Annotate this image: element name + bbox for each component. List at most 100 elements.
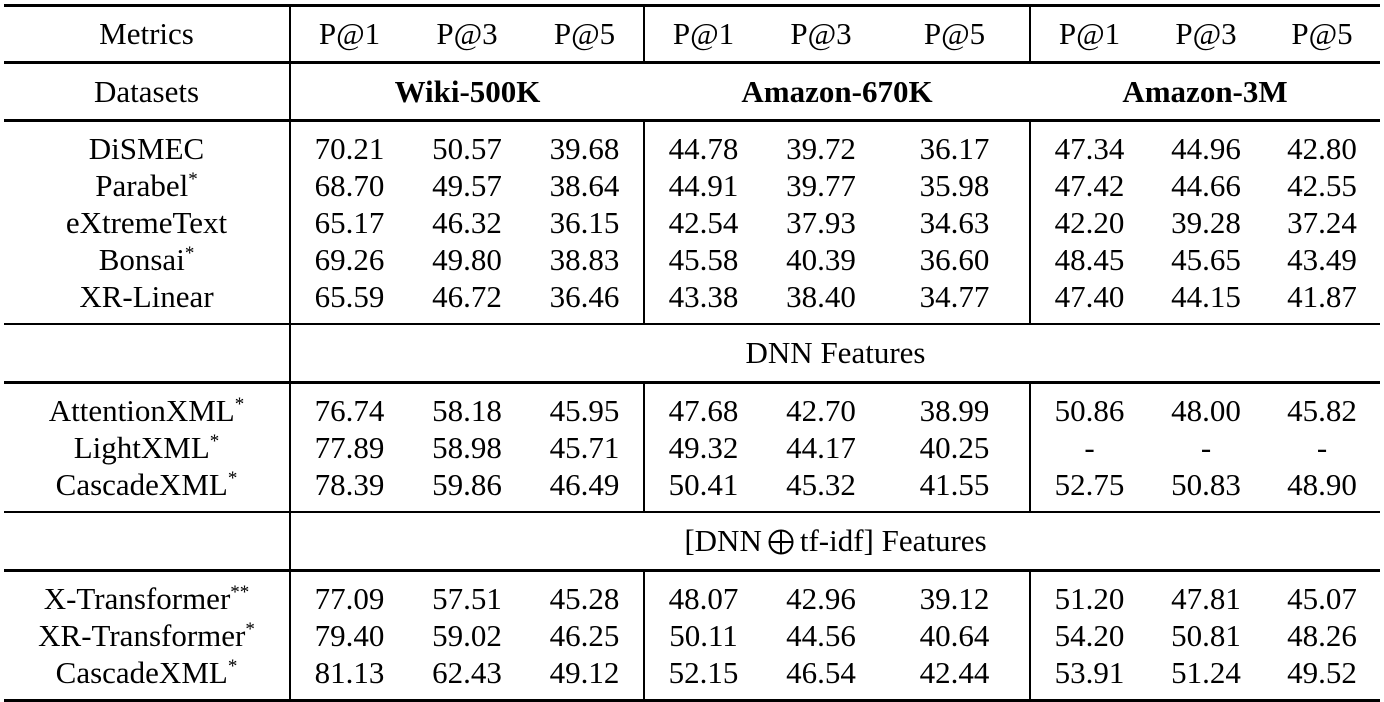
results-table-body: Metrics P@1 P@3 P@5 P@1 P@3 P@5 P@1 P@3 …	[4, 4, 1380, 702]
results-table: Metrics P@1 P@3 P@5 P@1 P@3 P@5 P@1 P@3 …	[4, 4, 1380, 702]
metric-value-cell: 44.66	[1171, 167, 1241, 203]
metric-value-cell: 50.41	[643, 466, 762, 512]
metric-value-cell: 48.00	[1148, 381, 1264, 429]
metric-value-cell: 42.55	[1287, 167, 1357, 203]
metric-value-cell: 59.02	[432, 617, 502, 653]
metric-value-cell: 35.98	[919, 167, 990, 203]
table-row: DiSMEC 70.21 50.57 39.68 44.78 39.72 36.17 47.3…	[4, 119, 1380, 167]
metric-value-cell: 58.18	[408, 381, 526, 429]
method-label: Bonsai	[98, 241, 185, 277]
method-name: Bonsai*	[4, 241, 290, 278]
metric-value-cell: 38.40	[786, 278, 856, 314]
metrics-header-row: Metrics P@1 P@3 P@5 P@1 P@3 P@5 P@1 P@3 …	[4, 4, 1380, 63]
method-label: XR-Transformer	[38, 617, 246, 653]
table-row: AttentionXML* 76.74 58.18 45.95 47.68 42.70 38…	[4, 381, 1380, 429]
dataset-header-wiki: Wiki-500K	[289, 61, 644, 121]
method-mark: **	[230, 581, 250, 603]
method-mark: *	[245, 618, 255, 640]
metric-value-cell: 38.64	[549, 167, 620, 203]
metric-value-cell: 45.07	[1264, 569, 1380, 617]
metric-value-cell: 69.26	[289, 241, 408, 278]
metric-value-cell: 36.15	[549, 204, 620, 240]
datasets-label: Datasets	[4, 61, 290, 121]
metric-value-cell: 36.46	[549, 278, 620, 314]
method-name: XR-Linear	[4, 278, 290, 324]
metric-value-cell: 48.90	[1287, 466, 1357, 502]
metric-value-cell: 36.17	[880, 119, 1030, 167]
metric-value-cell: 44.96	[1148, 119, 1264, 167]
metric-value-cell: 49.57	[432, 167, 502, 203]
metric-value-cell: 59.86	[432, 466, 502, 502]
metric-value-cell: 40.64	[919, 617, 990, 653]
metric-value-cell: 34.63	[919, 204, 990, 240]
section-label-row: [DNN tf-idf] Features	[4, 511, 1380, 571]
metric-value-cell: 45.58	[643, 241, 762, 278]
table-row: Bonsai* 69.26 49.80 38.83 45.58 40.39 36.60 48.…	[4, 241, 1380, 278]
method-name: AttentionXML*	[4, 381, 290, 429]
metric-value-cell: 44.56	[786, 617, 856, 653]
table-row: XR-Transformer* 79.40 59.02 46.25 50.11 44.56…	[4, 617, 1380, 654]
metric-value-cell: 45.82	[1264, 381, 1380, 429]
metric-col-header: P@1	[289, 4, 408, 63]
metric-value-cell: 46.32	[432, 204, 502, 240]
metric-value-cell: 62.43	[408, 654, 526, 702]
table-row: X-Transformer** 77.09 57.51 45.28 48.07 42.96…	[4, 569, 1380, 617]
metric-col-header: P@1	[1029, 4, 1148, 63]
metric-col-header: P@5	[1264, 4, 1380, 63]
metric-value-cell: 50.81	[1171, 617, 1241, 653]
method-label: Parabel	[95, 167, 189, 203]
metric-value-cell: 46.25	[549, 617, 620, 653]
metrics-label: Metrics	[4, 4, 290, 63]
method-name: eXtremeText	[4, 204, 290, 241]
metric-value-cell: 42.70	[762, 381, 880, 429]
metric-value-cell: 44.15	[1171, 278, 1241, 314]
metric-value-cell: 51.24	[1148, 654, 1264, 702]
method-name: CascadeXML*	[4, 466, 290, 512]
metric-value-cell: 49.32	[643, 429, 762, 466]
metric-value-cell: 54.20	[1029, 617, 1148, 654]
section-label-after: tf-idf] Features	[799, 523, 987, 558]
method-name: LightXML*	[4, 429, 290, 466]
table-row: CascadeXML* 78.39 59.86 46.49 50.41 45.32 41.5…	[4, 466, 1380, 512]
metric-value-cell: 47.68	[643, 381, 762, 429]
metric-value-cell: 40.39	[786, 241, 856, 277]
dataset-header-amazon3m: Amazon-3M	[1030, 61, 1380, 121]
method-label: X-Transformer	[43, 580, 231, 616]
metric-value-cell: 45.65	[1171, 241, 1241, 277]
section-label-empty	[4, 323, 290, 383]
metric-value-cell: 43.38	[643, 278, 762, 324]
method-label: AttentionXML	[48, 392, 235, 428]
metric-value-cell: 39.77	[786, 167, 856, 203]
metric-value-cell: 49.12	[526, 654, 644, 702]
method-name: Parabel*	[4, 167, 290, 204]
metric-value-cell: 45.95	[526, 381, 644, 429]
metric-value-cell: 68.70	[289, 167, 408, 204]
metric-value-cell: 38.99	[880, 381, 1030, 429]
metric-value-cell: 38.83	[549, 241, 620, 277]
method-name: X-Transformer**	[4, 569, 290, 617]
metric-value-cell: 51.20	[1029, 569, 1148, 617]
metric-value-cell: 42.96	[762, 569, 880, 617]
metric-value-cell: 42.20	[1029, 204, 1148, 241]
metric-value-cell: 47.40	[1029, 278, 1148, 324]
metric-value-cell: 76.74	[289, 381, 408, 429]
metric-value-cell: 79.40	[289, 617, 408, 654]
metric-value-cell: 41.55	[919, 466, 990, 502]
metric-value-cell: 46.72	[432, 278, 502, 314]
table-row: CascadeXML* 81.13 62.43 49.12 52.15 46.54 42.4…	[4, 654, 1380, 702]
metric-value-cell: 65.59	[289, 278, 408, 324]
method-name: CascadeXML*	[4, 654, 290, 702]
metric-value-cell: 45.32	[786, 466, 856, 502]
metric-value-cell: 45.28	[526, 569, 644, 617]
metric-value-cell: 53.91	[1029, 654, 1148, 702]
method-mark: *	[184, 242, 195, 264]
metric-value-cell: 37.93	[786, 204, 856, 240]
section-label-before: [DNN	[684, 523, 762, 558]
metric-value-cell: 52.75	[1029, 466, 1148, 512]
table-row: eXtremeText 65.17 46.32 36.15 42.54 37.93 34.6…	[4, 204, 1380, 241]
metric-value-cell: 50.57	[408, 119, 526, 167]
metric-col-header: P@5	[526, 4, 644, 63]
table-row: LightXML* 77.89 58.98 45.71 49.32 44.17 40.25-…	[4, 429, 1380, 466]
metric-value-cell: 44.91	[643, 167, 762, 204]
metric-value-cell: 47.34	[1029, 119, 1148, 167]
